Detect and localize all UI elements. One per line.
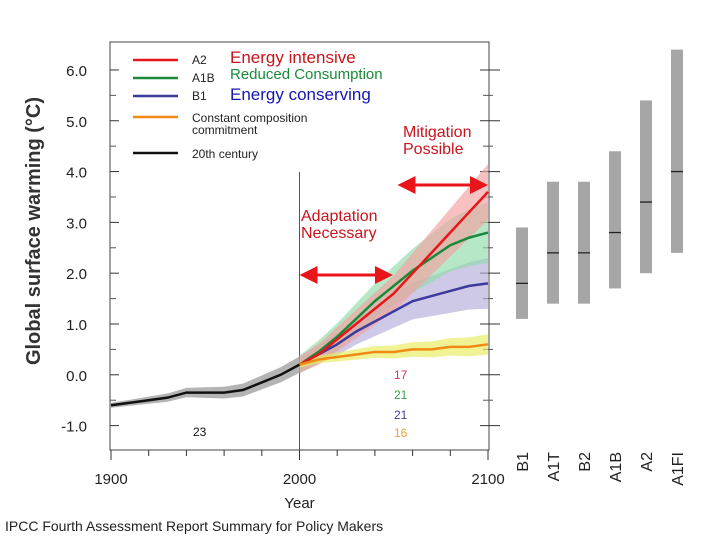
range-bar-a1b: [609, 151, 621, 289]
range-label-b2: B2: [577, 452, 594, 472]
y-tick-label: 4.0: [66, 165, 87, 182]
x-tick-label: 1900: [94, 471, 127, 488]
y-tick-label: -1.0: [61, 419, 87, 436]
y-tick-label: 1.0: [66, 317, 87, 334]
x-tick-label: 2100: [471, 471, 504, 488]
range-label-a1fi: A1FI: [670, 452, 687, 486]
y-tick-label: 3.0: [66, 215, 87, 232]
y-tick-label: 2.0: [66, 266, 87, 283]
model-count-commitment: 16: [394, 426, 408, 440]
range-bar-a1t: [547, 181, 559, 304]
y-tick-label: 0.0: [66, 368, 87, 385]
caption: IPCC Fourth Assessment Report Summary fo…: [5, 518, 384, 534]
uncertainty-band-a2: [299, 163, 488, 374]
range-label-a1t: A1T: [546, 452, 563, 482]
x-tick-label: 2000: [283, 471, 316, 488]
range-bar-b1: [516, 227, 528, 319]
series-line-constant-composition-commitment: [299, 343, 489, 366]
legend-code-a2: A2: [192, 53, 207, 67]
model-count-a1b: 21: [394, 388, 408, 402]
y-tick-label: 6.0: [66, 63, 87, 80]
legend-label-energy-conserving: Energy conserving: [230, 85, 371, 104]
range-label-a2: A2: [639, 452, 656, 472]
legend-code-a1b: A1B: [192, 71, 215, 85]
legend-code-20th-century: 20th century: [192, 147, 259, 161]
model-count-20th: 23: [193, 425, 207, 439]
range-bar-a1fi: [671, 49, 683, 253]
series-line-a1b: [298, 231, 489, 366]
y-tick-label: 5.0: [66, 114, 87, 131]
uncertainty-band-20th-century: [111, 356, 300, 408]
y-axis-label: Global surface warming (°C): [23, 97, 45, 365]
series-line-a2: [298, 191, 489, 366]
series-line-b1: [298, 282, 489, 366]
model-count-a2: 17: [394, 368, 408, 382]
legend-code-b1: B1: [192, 89, 207, 103]
range-bar-b2: [578, 181, 590, 304]
legend-label-energy-intensive: Energy intensive: [230, 48, 356, 67]
range-label-b1: B1: [515, 452, 532, 472]
range-label-a1b: A1B: [608, 452, 625, 482]
legend-code-commitment: Constant composition commitment: [192, 111, 308, 137]
mitigation-label: Mitigation Possible: [403, 124, 472, 158]
model-count-b1: 21: [394, 408, 408, 422]
adaptation-label: Adaptation Necessary: [301, 208, 378, 242]
series-line-20th-century: [110, 363, 301, 407]
range-bar-a2: [640, 100, 652, 274]
legend-label-reduced-consumption: Reduced Consumption: [230, 66, 383, 83]
x-axis-label: Year: [284, 495, 314, 512]
